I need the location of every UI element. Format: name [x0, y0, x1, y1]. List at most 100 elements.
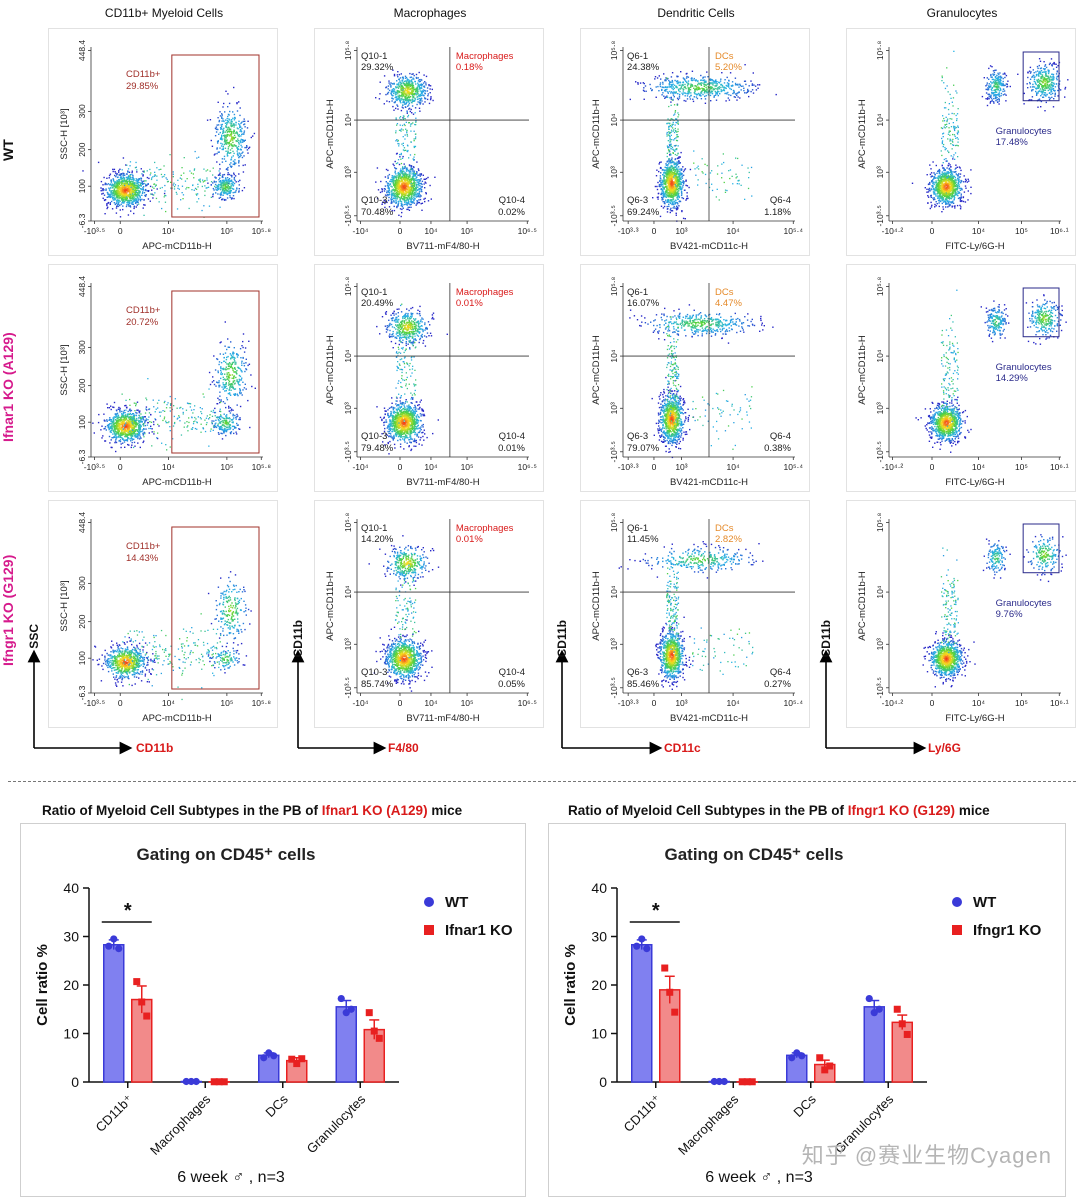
y-tick-label: 10⁴ [875, 349, 885, 362]
x-tick-label: 10⁵·⁸ [252, 462, 272, 472]
y-tick-label: 10⁴ [609, 349, 619, 362]
x-tick-label: 10⁴ [162, 462, 175, 472]
y-tick-label: 10 [63, 1026, 79, 1042]
arrow-label-cd11c: CD11c [664, 741, 701, 755]
y-tick-label: 300 [77, 104, 87, 118]
y-tick-label: 300 [77, 340, 87, 354]
q2-percent: 0.18% [456, 62, 483, 73]
q1-label: Q6-1 [627, 51, 648, 62]
gate-label: Granulocytes [996, 362, 1052, 373]
q1-percent: 11.45% [627, 534, 659, 545]
flow-plot: -10⁴ 0 10⁴ 10⁵ 10⁶·⁵ 10⁵·⁸ 10⁴ 10³ -10³·⁵ BV711-m… [325, 40, 537, 252]
y-tick-label: 10⁵·⁸ [875, 512, 885, 532]
data-point [215, 1078, 223, 1086]
data-point [115, 945, 123, 953]
q4-label: Q6-4 [770, 667, 791, 678]
q1-percent: 14.20% [361, 534, 394, 545]
gate-cd11b [171, 526, 260, 690]
legend-marker [952, 925, 962, 935]
data-point [865, 994, 873, 1003]
x-tick-label: 10⁵ [1015, 462, 1028, 472]
arrow-label-cd11b-y2: CD11b [291, 620, 305, 658]
q4-label: Q6-4 [770, 431, 791, 442]
flow-plot: -10³·³ 0 10³ 10⁴ 10⁵·⁴ 10⁵·⁸ 10⁴ 10³ -10³·⁵ BV421… [591, 276, 804, 488]
watermark: 知乎 @赛业生物Cyagen [801, 1143, 1052, 1168]
col-title-granulocytes: Granulocytes [926, 6, 998, 20]
x-tick-label: 10³ [675, 462, 687, 472]
arrow-label-f480: F4/80 [388, 741, 419, 755]
y-tick-label: 200 [77, 142, 87, 156]
x-tick-label: 10⁵ [220, 698, 233, 708]
x-tick-label: 10⁵·⁴ [784, 462, 804, 472]
legend-marker [952, 897, 962, 907]
data-point [270, 1052, 278, 1060]
y-tick-label: -6.3 [77, 685, 87, 700]
x-tick-label: 10⁴ [727, 462, 740, 472]
bar-wt [103, 943, 125, 1083]
events-density [629, 304, 774, 459]
gate-cd11b [171, 290, 260, 454]
category-label: Macrophages [675, 1091, 742, 1158]
x-tick-label: 0 [398, 462, 403, 472]
x-tick-label: 10⁵ [220, 226, 233, 236]
data-point [143, 1012, 151, 1020]
legend-marker [424, 925, 434, 935]
y-axis-label: SSC-H [10³] [59, 344, 70, 395]
y-tick-label: 10⁵·⁸ [875, 276, 885, 296]
bar-wt [863, 1006, 885, 1083]
q2-percent: 0.01% [456, 534, 483, 545]
category-label: CD11b⁺ [620, 1092, 663, 1135]
category-label: DCs [790, 1091, 819, 1120]
data-point [816, 1054, 824, 1062]
flow-panel-gran-3: -10⁴·² 0 10⁴ 10⁵ 10⁶·¹ 10⁵·⁸ 10⁴ 10³ -10³·⁵ FITC-… [846, 500, 1076, 728]
q1-percent: 24.38% [627, 62, 660, 73]
flow-panel-cd11b-1: -10³·⁵ 0 10⁴ 10⁵ 10⁵·⁸ 448.4 300 200 100 -6.3 APC-… [48, 28, 278, 256]
gate-granulocytes [1022, 287, 1060, 338]
footnote: 6 week ♂ , n=3 [177, 1169, 285, 1186]
y-axis-label: SSC-H [10³] [59, 580, 70, 631]
x-axis-label: BV421-mCD11c-H [670, 713, 748, 724]
flow-panel-gran-2: -10⁴·² 0 10⁴ 10⁵ 10⁶·¹ 10⁵·⁸ 10⁴ 10³ -10³·⁵ FITC-… [846, 264, 1076, 492]
flow-panel-cd11b-2: -10³·⁵ 0 10⁴ 10⁵ 10⁵·⁸ 448.4 300 200 100 -6.3 APC-… [48, 264, 278, 492]
q2-label: Macrophages [456, 523, 514, 534]
x-tick-label: 0 [652, 462, 657, 472]
gate-label: Granulocytes [996, 598, 1052, 609]
y-tick-label: 10³ [875, 638, 885, 650]
flow-panel-dc-3: -10³·³ 0 10³ 10⁴ 10⁵·⁴ 10⁵·⁸ 10⁴ 10³ -10³·⁵ BV421… [580, 500, 810, 728]
legend-label: Ifngr1 KO [973, 922, 1042, 939]
y-tick-label: -10³·⁵ [343, 441, 353, 462]
y-tick-label: 20 [591, 977, 607, 993]
y-tick-label: 448.4 [77, 512, 87, 534]
row-label-ifngr1: Ifngr1 KO (G129) [0, 554, 16, 666]
x-tick-label: 10⁵ [220, 462, 233, 472]
flow-panel-dc-1: -10³·³ 0 10³ 10⁴ 10⁵·⁴ 10⁵·⁸ 10⁴ 10³ -10³·⁵ BV421… [580, 28, 810, 256]
x-tick-label: 0 [398, 226, 403, 236]
q3-percent: 85.46% [627, 679, 660, 690]
x-tick-label: 0 [398, 698, 403, 708]
q4-percent: 0.05% [498, 679, 525, 690]
x-axis-label: BV711-mF4/80-H [406, 241, 479, 252]
y-tick-label: 10⁵·⁸ [343, 276, 353, 296]
flow-plot: -10³·⁵ 0 10⁴ 10⁵ 10⁵·⁸ 448.4 300 200 100 -6.3 APC-… [59, 276, 272, 488]
x-tick-label: 10⁶·⁵ [518, 462, 537, 472]
q2-percent: 4.47% [715, 298, 742, 309]
y-tick-label: 10³ [875, 402, 885, 414]
q1-label: Q10-1 [361, 51, 387, 62]
data-point [220, 1078, 228, 1086]
q3-percent: 79.07% [627, 443, 660, 454]
bar-title-left-highlight: Ifnar1 KO (A129) [321, 803, 428, 818]
y-tick-label: 300 [77, 576, 87, 590]
events-density [618, 541, 764, 690]
data-point [633, 942, 641, 950]
y-tick-label: 100 [77, 179, 87, 193]
data-point [210, 1078, 218, 1086]
data-point [138, 998, 146, 1006]
flow-panel-cd11b-3: -10³·⁵ 0 10⁴ 10⁵ 10⁵·⁸ 448.4 300 200 100 -6.3 APC-… [48, 500, 278, 728]
q3-label: Q10-3 [361, 431, 387, 442]
y-tick-label: 10⁴ [609, 585, 619, 598]
x-axis-label: BV711-mF4/80-H [406, 713, 479, 724]
col-title-cd11b: CD11b+ Myeloid Cells [104, 6, 224, 20]
x-tick-label: 0 [652, 698, 657, 708]
bar-title-right-suffix: mice [955, 803, 990, 818]
data-point [903, 1030, 911, 1038]
